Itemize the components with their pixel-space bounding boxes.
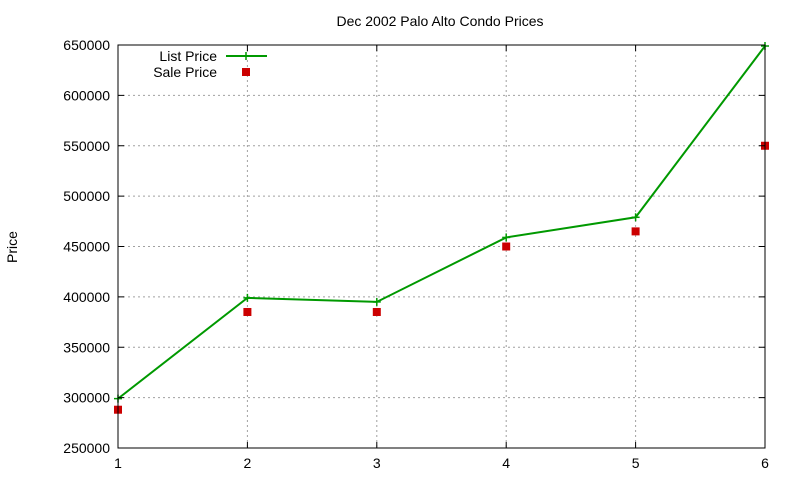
series-sale-price: [114, 141, 769, 414]
x-tick-label: 5: [632, 455, 640, 471]
x-tick-label: 2: [244, 455, 252, 471]
x-tick-label: 3: [373, 455, 381, 471]
axis-ticks: 250000 300000 350000 400000 450000 500000 5500…: [63, 37, 769, 471]
data-point: [631, 227, 640, 236]
data-point: [243, 307, 252, 316]
data-point: [243, 293, 252, 302]
y-tick-label: 400000: [63, 289, 110, 305]
x-tick-label: 4: [502, 455, 510, 471]
legend-marker: [242, 52, 250, 60]
legend-label: List Price: [159, 48, 217, 64]
plot-frame: [117, 44, 766, 449]
y-axis-label: Price: [4, 231, 20, 263]
y-tick-label: 650000: [63, 37, 110, 53]
chart-title: Dec 2002 Palo Alto Condo Prices: [336, 13, 543, 29]
y-tick-label: 550000: [63, 138, 110, 154]
data-point: [372, 297, 381, 306]
legend-entry: List Price: [159, 48, 267, 64]
data-point: [372, 307, 381, 316]
y-tick-label: 500000: [63, 188, 110, 204]
data-point: [631, 213, 640, 222]
legend-label: Sale Price: [153, 64, 217, 80]
series-list-price: [114, 42, 769, 403]
y-tick-label: 300000: [63, 390, 110, 406]
legend-marker: [242, 68, 250, 76]
y-tick-label: 600000: [63, 87, 110, 103]
grid: [118, 45, 765, 448]
series-line: [117, 45, 766, 400]
x-tick-label: 1: [114, 455, 122, 471]
y-tick-label: 250000: [63, 440, 110, 456]
y-tick-label: 450000: [63, 239, 110, 255]
legend-entry: Sale Price: [153, 64, 250, 80]
data-point: [502, 233, 511, 242]
x-tick-label: 6: [761, 455, 769, 471]
plot-series: [114, 42, 769, 414]
y-tick-label: 350000: [63, 339, 110, 355]
data-point: [502, 242, 511, 251]
